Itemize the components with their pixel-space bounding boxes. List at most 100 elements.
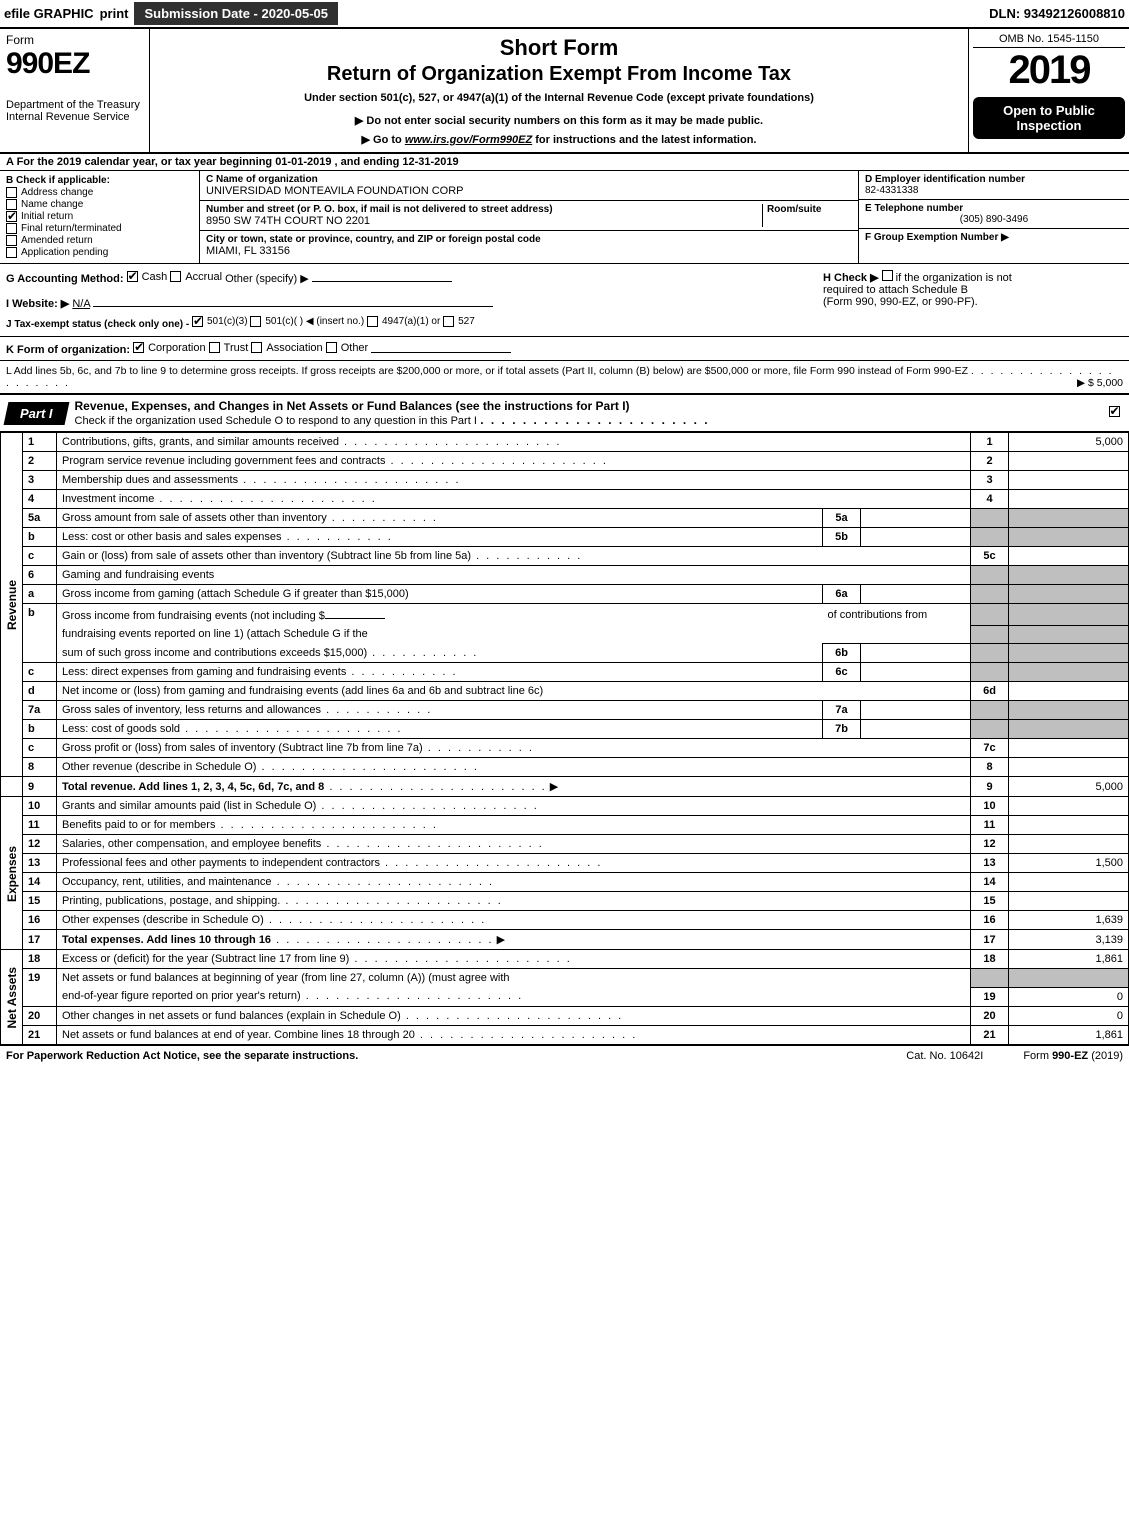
- j-4947[interactable]: 4947(a)(1) or: [367, 316, 440, 327]
- e-tel-block: E Telephone number (305) 890-3496: [859, 200, 1129, 229]
- short-form-title: Short Form: [158, 35, 960, 61]
- do-not-text: ▶ Do not enter social security numbers o…: [158, 114, 960, 127]
- table-row: fundraising events reported on line 1) (…: [1, 625, 1129, 644]
- dln-label: DLN: 93492126008810: [989, 6, 1125, 21]
- table-row: d Net income or (loss) from gaming and f…: [1, 682, 1129, 701]
- col-d: D Employer identification number 82-4331…: [859, 171, 1129, 263]
- check-address-change[interactable]: Address change: [6, 187, 193, 198]
- check-amended-return[interactable]: Amended return: [6, 235, 193, 246]
- k-corporation[interactable]: Corporation: [133, 342, 205, 354]
- table-row: 15 Printing, publications, postage, and …: [1, 892, 1129, 911]
- check-final-return[interactable]: Final return/terminated: [6, 223, 193, 234]
- c-name-value: UNIVERSIDAD MONTEAVILA FOUNDATION CORP: [206, 185, 852, 197]
- h-block: H Check ▶ if the organization is not req…: [823, 270, 1123, 330]
- form-header: Form 990EZ Department of the Treasury In…: [0, 29, 1129, 154]
- h-text1: if the organization is not: [896, 272, 1012, 284]
- footer-left: For Paperwork Reduction Act Notice, see …: [6, 1050, 866, 1062]
- k-other-fill: [371, 341, 511, 353]
- j-501c[interactable]: 501(c)( ) ◀ (insert no.): [250, 316, 364, 327]
- footer-right: Form 990-EZ (2019): [1023, 1050, 1123, 1062]
- under-section-text: Under section 501(c), 527, or 4947(a)(1)…: [158, 92, 960, 104]
- table-row: 3 Membership dues and assessments 3: [1, 471, 1129, 490]
- table-row: 20 Other changes in net assets or fund b…: [1, 1006, 1129, 1025]
- l-text: L Add lines 5b, 6c, and 7b to line 9 to …: [6, 365, 968, 377]
- section-g: G Accounting Method: Cash Accrual Other …: [0, 264, 1129, 337]
- i-website-value: N/A: [72, 298, 90, 310]
- table-row: 12 Salaries, other compensation, and emp…: [1, 835, 1129, 854]
- i-website-row: I Website: ▶ N/A: [6, 295, 823, 310]
- irs-label: Internal Revenue Service: [6, 111, 143, 123]
- part1-tab: Part I: [4, 402, 69, 425]
- g-accounting-row: G Accounting Method: Cash Accrual Other …: [6, 270, 823, 285]
- tax-year: 2019: [973, 48, 1125, 93]
- g-accrual[interactable]: Accrual: [170, 271, 222, 283]
- print-label[interactable]: print: [100, 6, 129, 21]
- d-ein-value: 82-4331338: [865, 185, 1123, 196]
- k-other[interactable]: Other: [326, 342, 369, 354]
- c-city-value: MIAMI, FL 33156: [206, 245, 852, 257]
- c-street-value: 8950 SW 74TH COURT NO 2201: [206, 215, 762, 227]
- omb-number: OMB No. 1545-1150: [973, 33, 1125, 48]
- table-row: Expenses 10 Grants and similar amounts p…: [1, 797, 1129, 816]
- table-row: 2 Program service revenue including gove…: [1, 452, 1129, 471]
- side-revenue: Revenue: [1, 433, 23, 777]
- line-desc: Contributions, gifts, grants, and simila…: [57, 433, 971, 452]
- page-footer: For Paperwork Reduction Act Notice, see …: [0, 1045, 1129, 1066]
- col-b: B Check if applicable: Address change Na…: [0, 171, 200, 263]
- table-row: 21 Net assets or fund balances at end of…: [1, 1025, 1129, 1044]
- c-city-label: City or town, state or province, country…: [206, 234, 852, 245]
- table-row: 5a Gross amount from sale of assets othe…: [1, 509, 1129, 528]
- h-line3: (Form 990, 990-EZ, or 990-PF).: [823, 296, 1123, 308]
- table-row: b Less: cost or other basis and sales ex…: [1, 528, 1129, 547]
- g-cash[interactable]: Cash: [127, 271, 168, 283]
- check-application-pending[interactable]: Application pending: [6, 247, 193, 258]
- open-public-badge: Open to Public Inspection: [973, 97, 1125, 139]
- d-ein-block: D Employer identification number 82-4331…: [859, 171, 1129, 200]
- part1-header: Part I Revenue, Expenses, and Changes in…: [0, 395, 1129, 432]
- table-row: a Gross income from gaming (attach Sched…: [1, 585, 1129, 604]
- table-row: c Less: direct expenses from gaming and …: [1, 663, 1129, 682]
- side-netassets: Net Assets: [1, 950, 23, 1045]
- h-checkbox[interactable]: [882, 270, 893, 281]
- k-trust[interactable]: Trust: [209, 342, 249, 354]
- k-association[interactable]: Association: [251, 342, 322, 354]
- i-label: I Website: ▶: [6, 298, 69, 310]
- h-label: H Check ▶: [823, 272, 879, 284]
- g-other-fill[interactable]: [312, 270, 452, 282]
- b-title: B Check if applicable:: [6, 175, 193, 186]
- j-527[interactable]: 527: [443, 316, 475, 327]
- f-group-label: F Group Exemption Number ▶: [865, 232, 1123, 243]
- table-row: 13 Professional fees and other payments …: [1, 854, 1129, 873]
- side-expenses: Expenses: [1, 797, 23, 950]
- h-line1: H Check ▶ if the organization is not: [823, 270, 1123, 284]
- part1-checkbox[interactable]: [1099, 406, 1129, 420]
- form-word: Form: [6, 33, 143, 47]
- table-row: Net Assets 18 Excess or (deficit) for th…: [1, 950, 1129, 969]
- top-bar: efile GRAPHIC print Submission Date - 20…: [0, 0, 1129, 29]
- lines-table: Revenue 1 Contributions, gifts, grants, …: [0, 432, 1129, 1045]
- check-initial-return[interactable]: Initial return: [6, 211, 193, 222]
- table-row: 16 Other expenses (describe in Schedule …: [1, 911, 1129, 930]
- check-name-change[interactable]: Name change: [6, 199, 193, 210]
- section-b-row: B Check if applicable: Address change Na…: [0, 171, 1129, 264]
- line-ref: 1: [971, 433, 1009, 452]
- header-middle: Short Form Return of Organization Exempt…: [150, 29, 969, 152]
- part1-title: Revenue, Expenses, and Changes in Net As…: [67, 395, 1099, 431]
- c-city-block: City or town, state or province, country…: [200, 231, 858, 260]
- c-room-label: Room/suite: [767, 204, 852, 215]
- part1-check-text: Check if the organization used Schedule …: [75, 415, 477, 427]
- goto-link[interactable]: www.irs.gov/Form990EZ: [405, 134, 532, 146]
- table-row: 19 Net assets or fund balances at beginn…: [1, 969, 1129, 988]
- l-amount: ▶ $ 5,000: [1077, 377, 1123, 389]
- table-row: c Gain or (loss) from sale of assets oth…: [1, 547, 1129, 566]
- line-amount: 5,000: [1009, 433, 1129, 452]
- goto-text: ▶ Go to www.irs.gov/Form990EZ for instru…: [158, 133, 960, 146]
- j-501c3[interactable]: 501(c)(3): [192, 316, 248, 327]
- g-left: G Accounting Method: Cash Accrual Other …: [6, 270, 823, 330]
- f-group-block: F Group Exemption Number ▶: [859, 229, 1129, 246]
- table-row: end-of-year figure reported on prior yea…: [1, 987, 1129, 1006]
- section-l: L Add lines 5b, 6c, and 7b to line 9 to …: [0, 361, 1129, 395]
- line-num: 1: [23, 433, 57, 452]
- efile-label: efile GRAPHIC: [4, 6, 94, 21]
- k-label: K Form of organization:: [6, 344, 130, 356]
